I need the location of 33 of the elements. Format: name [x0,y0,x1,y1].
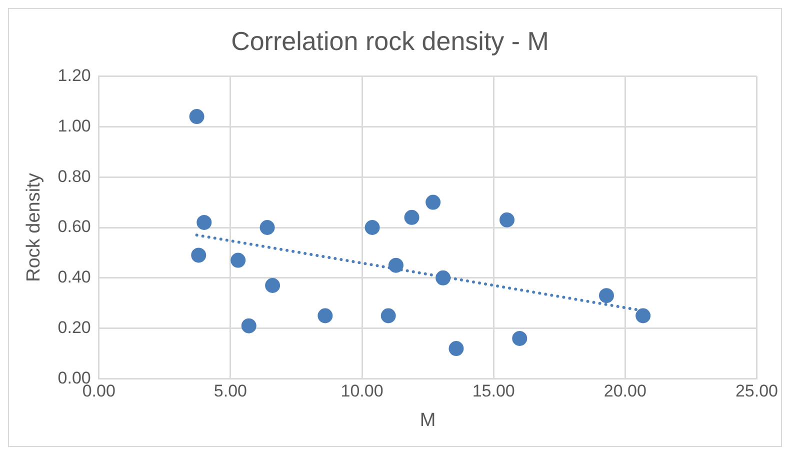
point [500,212,515,228]
x-tick-label: 5.00 [214,382,247,401]
x-axis-title: M [420,410,436,431]
x-tick-label: 20.00 [604,382,646,401]
y-tick-label: 1.00 [58,116,91,136]
point [230,252,246,268]
point [189,109,204,124]
point [265,278,280,293]
point [241,318,256,334]
point [436,270,451,286]
y-tick-label: 0.40 [58,268,91,287]
y-tick-label: 0.80 [58,166,91,186]
point [260,220,275,235]
point [598,288,614,304]
point [388,258,404,273]
x-tick-label: 10.00 [340,382,384,401]
y-tick-label: 1.20 [58,66,91,85]
x-tick-label: 25.00 [735,382,778,401]
point [364,220,380,235]
point [196,214,212,230]
point [404,210,420,225]
point [636,308,651,324]
point [191,248,206,263]
point [380,308,396,324]
y-tick-label: 0.20 [58,318,91,338]
y-tick-label: 0.60 [58,217,91,236]
point [426,194,441,210]
x-tick-label: 15.00 [472,382,515,401]
y-axis-title: Rock density [24,172,45,282]
point [448,341,464,356]
chart-title: Correlation rock density - M [231,26,549,56]
point [512,330,528,346]
point [318,308,333,324]
